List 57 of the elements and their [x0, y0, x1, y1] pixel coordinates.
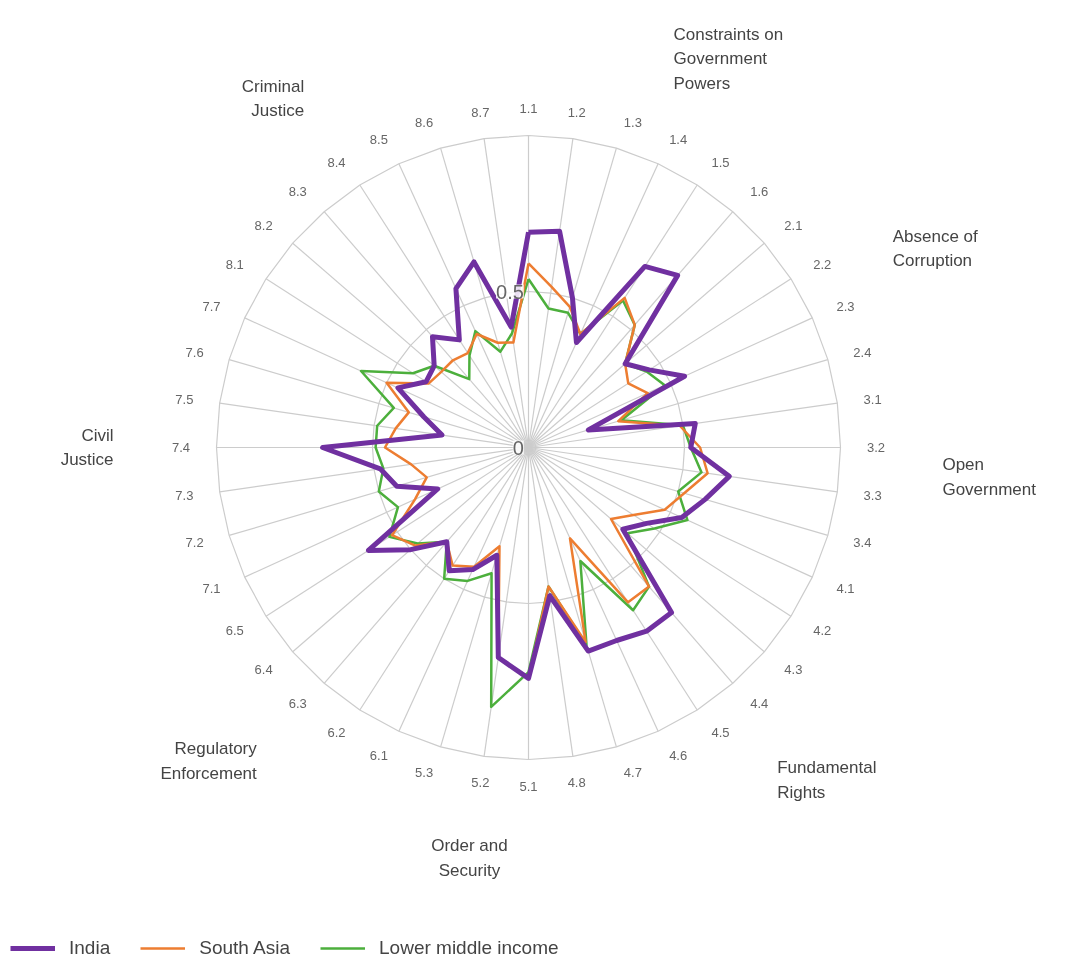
- spoke-label: 6.1: [369, 747, 388, 763]
- spoke-label: 4.1: [836, 580, 855, 596]
- spoke-label: 3.1: [863, 391, 882, 407]
- spoke-label: 6.2: [327, 724, 346, 740]
- text: Regulatory Enforcement: [160, 739, 258, 783]
- spoke-label: 6.5: [225, 623, 244, 639]
- spoke-label: 7.5: [175, 391, 194, 407]
- spoke-label: 3.2: [867, 440, 886, 455]
- spoke-label: 4.3: [784, 661, 803, 677]
- spoke-label: 7.4: [171, 440, 190, 455]
- spoke-label: 1.5: [711, 155, 730, 171]
- legend-label: Lower middle income: [379, 937, 559, 959]
- spoke-label: 1.6: [750, 184, 769, 200]
- spoke-label: 8.2: [254, 218, 273, 234]
- text: Criminal Justice: [241, 76, 305, 121]
- spoke-label: 8.4: [327, 155, 346, 171]
- spoke-label: 2.2: [813, 256, 832, 272]
- text: Open Government: [942, 455, 1037, 499]
- spoke-label: 5.2: [471, 775, 490, 791]
- spoke-label: 7.7: [202, 299, 221, 315]
- y-tick-label: 0.5: [496, 280, 524, 303]
- spoke-label: 4.2: [813, 623, 832, 639]
- spoke-label: 8.6: [415, 115, 434, 131]
- legend-label: India: [69, 937, 111, 959]
- spoke-label: 1.2: [567, 104, 586, 120]
- spoke-label: 2.4: [853, 344, 872, 360]
- spoke-label: 8.3: [288, 184, 307, 200]
- spoke-label: 4.7: [623, 764, 642, 780]
- spoke-label: 3.4: [853, 535, 872, 551]
- spoke-label: 1.3: [623, 115, 642, 131]
- spoke-label: 5.1: [519, 778, 538, 794]
- spoke-label: 6.3: [288, 695, 307, 711]
- spoke-label: 5.3: [415, 764, 434, 780]
- spoke-label: 1.1: [519, 101, 538, 117]
- spoke-label: 8.7: [471, 104, 490, 120]
- spoke-label: 4.4: [750, 695, 769, 711]
- text: Fundamental Rights: [777, 757, 877, 802]
- spoke-label: 4.6: [669, 747, 688, 763]
- spoke-label: 2.1: [784, 218, 803, 234]
- spoke-label: 7.2: [185, 535, 204, 551]
- spoke-label: 6.4: [254, 661, 273, 677]
- spoke-label: 7.6: [185, 344, 204, 360]
- text: Constraints on Government Powers: [673, 24, 784, 93]
- spoke-label: 1.4: [669, 132, 688, 148]
- spoke-label: 8.5: [369, 132, 388, 148]
- legend-label: South Asia: [199, 937, 291, 959]
- spoke-label: 4.5: [711, 724, 730, 740]
- spoke-label: 8.1: [225, 256, 244, 272]
- spoke-label: 7.3: [175, 488, 194, 504]
- y-tick-label: 0: [512, 436, 524, 459]
- spoke-label: 7.1: [202, 580, 221, 596]
- text: Order and Security: [431, 836, 508, 881]
- text: Absence of Corruption: [892, 226, 979, 271]
- spoke-label: 2.3: [836, 299, 855, 315]
- spoke-label: 4.8: [567, 775, 586, 791]
- spoke-label: 3.3: [863, 488, 882, 504]
- text: Civil Justice: [60, 425, 114, 470]
